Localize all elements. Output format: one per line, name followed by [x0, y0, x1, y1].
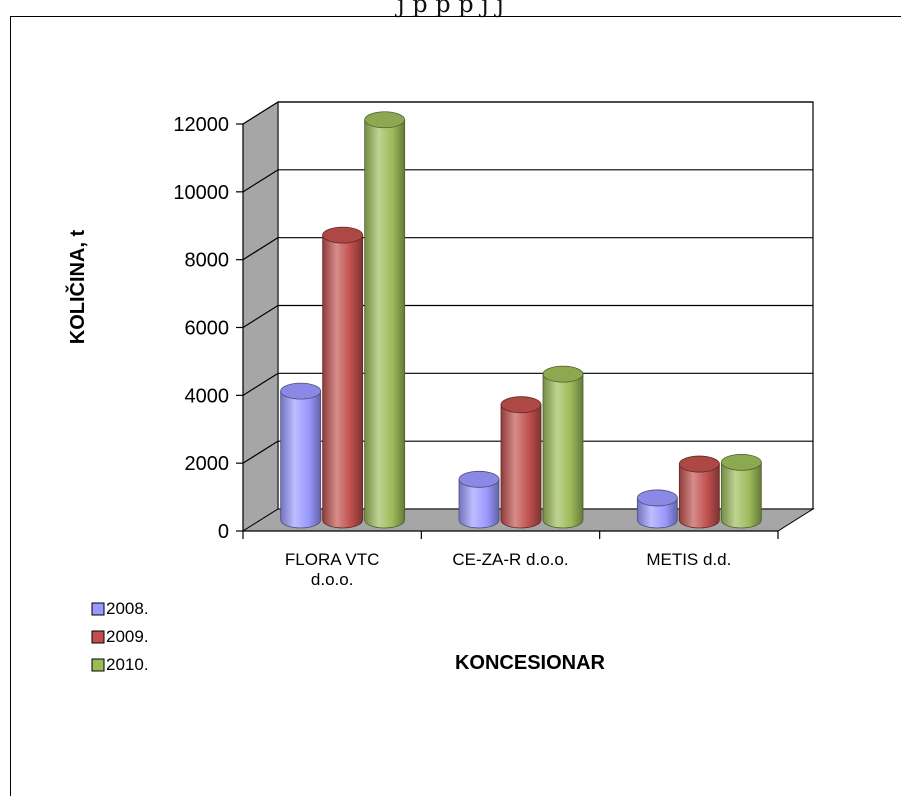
bar-0-0 — [280, 382, 322, 529]
y-tick-label-2: 4000 — [185, 385, 230, 407]
legend: 2008. 2009. 2010. — [91, 599, 149, 674]
x-axis-title: KONCESIONAR — [455, 652, 606, 674]
gridline-side-3 — [242, 304, 279, 329]
gridline-side-5 — [242, 169, 279, 193]
bars — [280, 111, 762, 529]
category-label-0: FLORA VTC d.o.o. — [285, 550, 379, 589]
bar-2-0 — [636, 489, 678, 529]
bar-body-0-1 — [322, 234, 364, 529]
bar-0-2 — [364, 111, 406, 529]
bar-top-1-1 — [500, 396, 542, 414]
legend-swatch-2 — [91, 658, 105, 672]
cropped-header-text: j p p p j j — [397, 0, 504, 18]
bar-1-1 — [500, 396, 542, 529]
legend-label-2: 2010. — [106, 655, 149, 674]
bar-top-2-1 — [678, 455, 720, 473]
chart: 0 2000 4000 6000 8000 10000 12000 FLORA VTC d.o… — [65, 101, 815, 674]
bar-1-0 — [458, 470, 500, 529]
y-tick-labels: 0 2000 4000 6000 8000 10000 12000 — [173, 114, 229, 543]
legend-label-0: 2008. — [106, 599, 149, 618]
bar-top-0-1 — [322, 226, 364, 244]
bar-body-2-2 — [720, 461, 762, 529]
bar-body-1-2 — [542, 373, 584, 529]
y-tick-label-0: 0 — [218, 521, 229, 543]
bar-top-0-0 — [280, 382, 322, 400]
bar-2-2 — [720, 453, 762, 529]
y-axis-title: KOLIČINA, t — [65, 229, 89, 344]
gridline-side-1 — [242, 440, 279, 464]
bar-top-2-2 — [720, 453, 762, 471]
bar-top-0-2 — [364, 111, 406, 129]
bar-1-2 — [542, 365, 584, 529]
bar-body-0-0 — [280, 390, 322, 529]
bar-0-1 — [322, 226, 364, 529]
category-label-1: CE-ZA-R d.o.o. — [452, 550, 568, 569]
y-tick-label-6: 12000 — [173, 114, 229, 136]
gridline-side-6 — [242, 101, 279, 125]
bar-body-1-1 — [500, 404, 542, 529]
gridline-side-4 — [242, 237, 279, 261]
legend-swatch-0 — [91, 602, 105, 616]
bar-body-0-2 — [364, 119, 406, 529]
y-tick-label-3: 6000 — [185, 318, 230, 340]
y-tick-label-1: 2000 — [185, 453, 230, 475]
chart-frame — [10, 16, 901, 796]
bar-body-1-0 — [458, 478, 500, 529]
bar-top-1-0 — [458, 470, 500, 488]
bar-body-2-1 — [678, 463, 720, 529]
axes — [236, 123, 779, 539]
legend-swatch-1 — [91, 630, 105, 644]
bar-top-2-0 — [636, 489, 678, 507]
y-tick-label-5: 10000 — [173, 182, 229, 204]
bar-body-2-0 — [636, 497, 678, 529]
category-labels: FLORA VTC d.o.o. CE-ZA-R d.o.o. METIS d.d. — [285, 550, 731, 589]
bar-2-1 — [678, 455, 720, 529]
legend-label-1: 2009. — [106, 627, 149, 646]
y-tick-label-4: 8000 — [185, 250, 230, 272]
bar-top-1-2 — [542, 365, 584, 383]
gridline-side-2 — [242, 372, 279, 396]
category-label-2: METIS d.d. — [646, 550, 731, 569]
